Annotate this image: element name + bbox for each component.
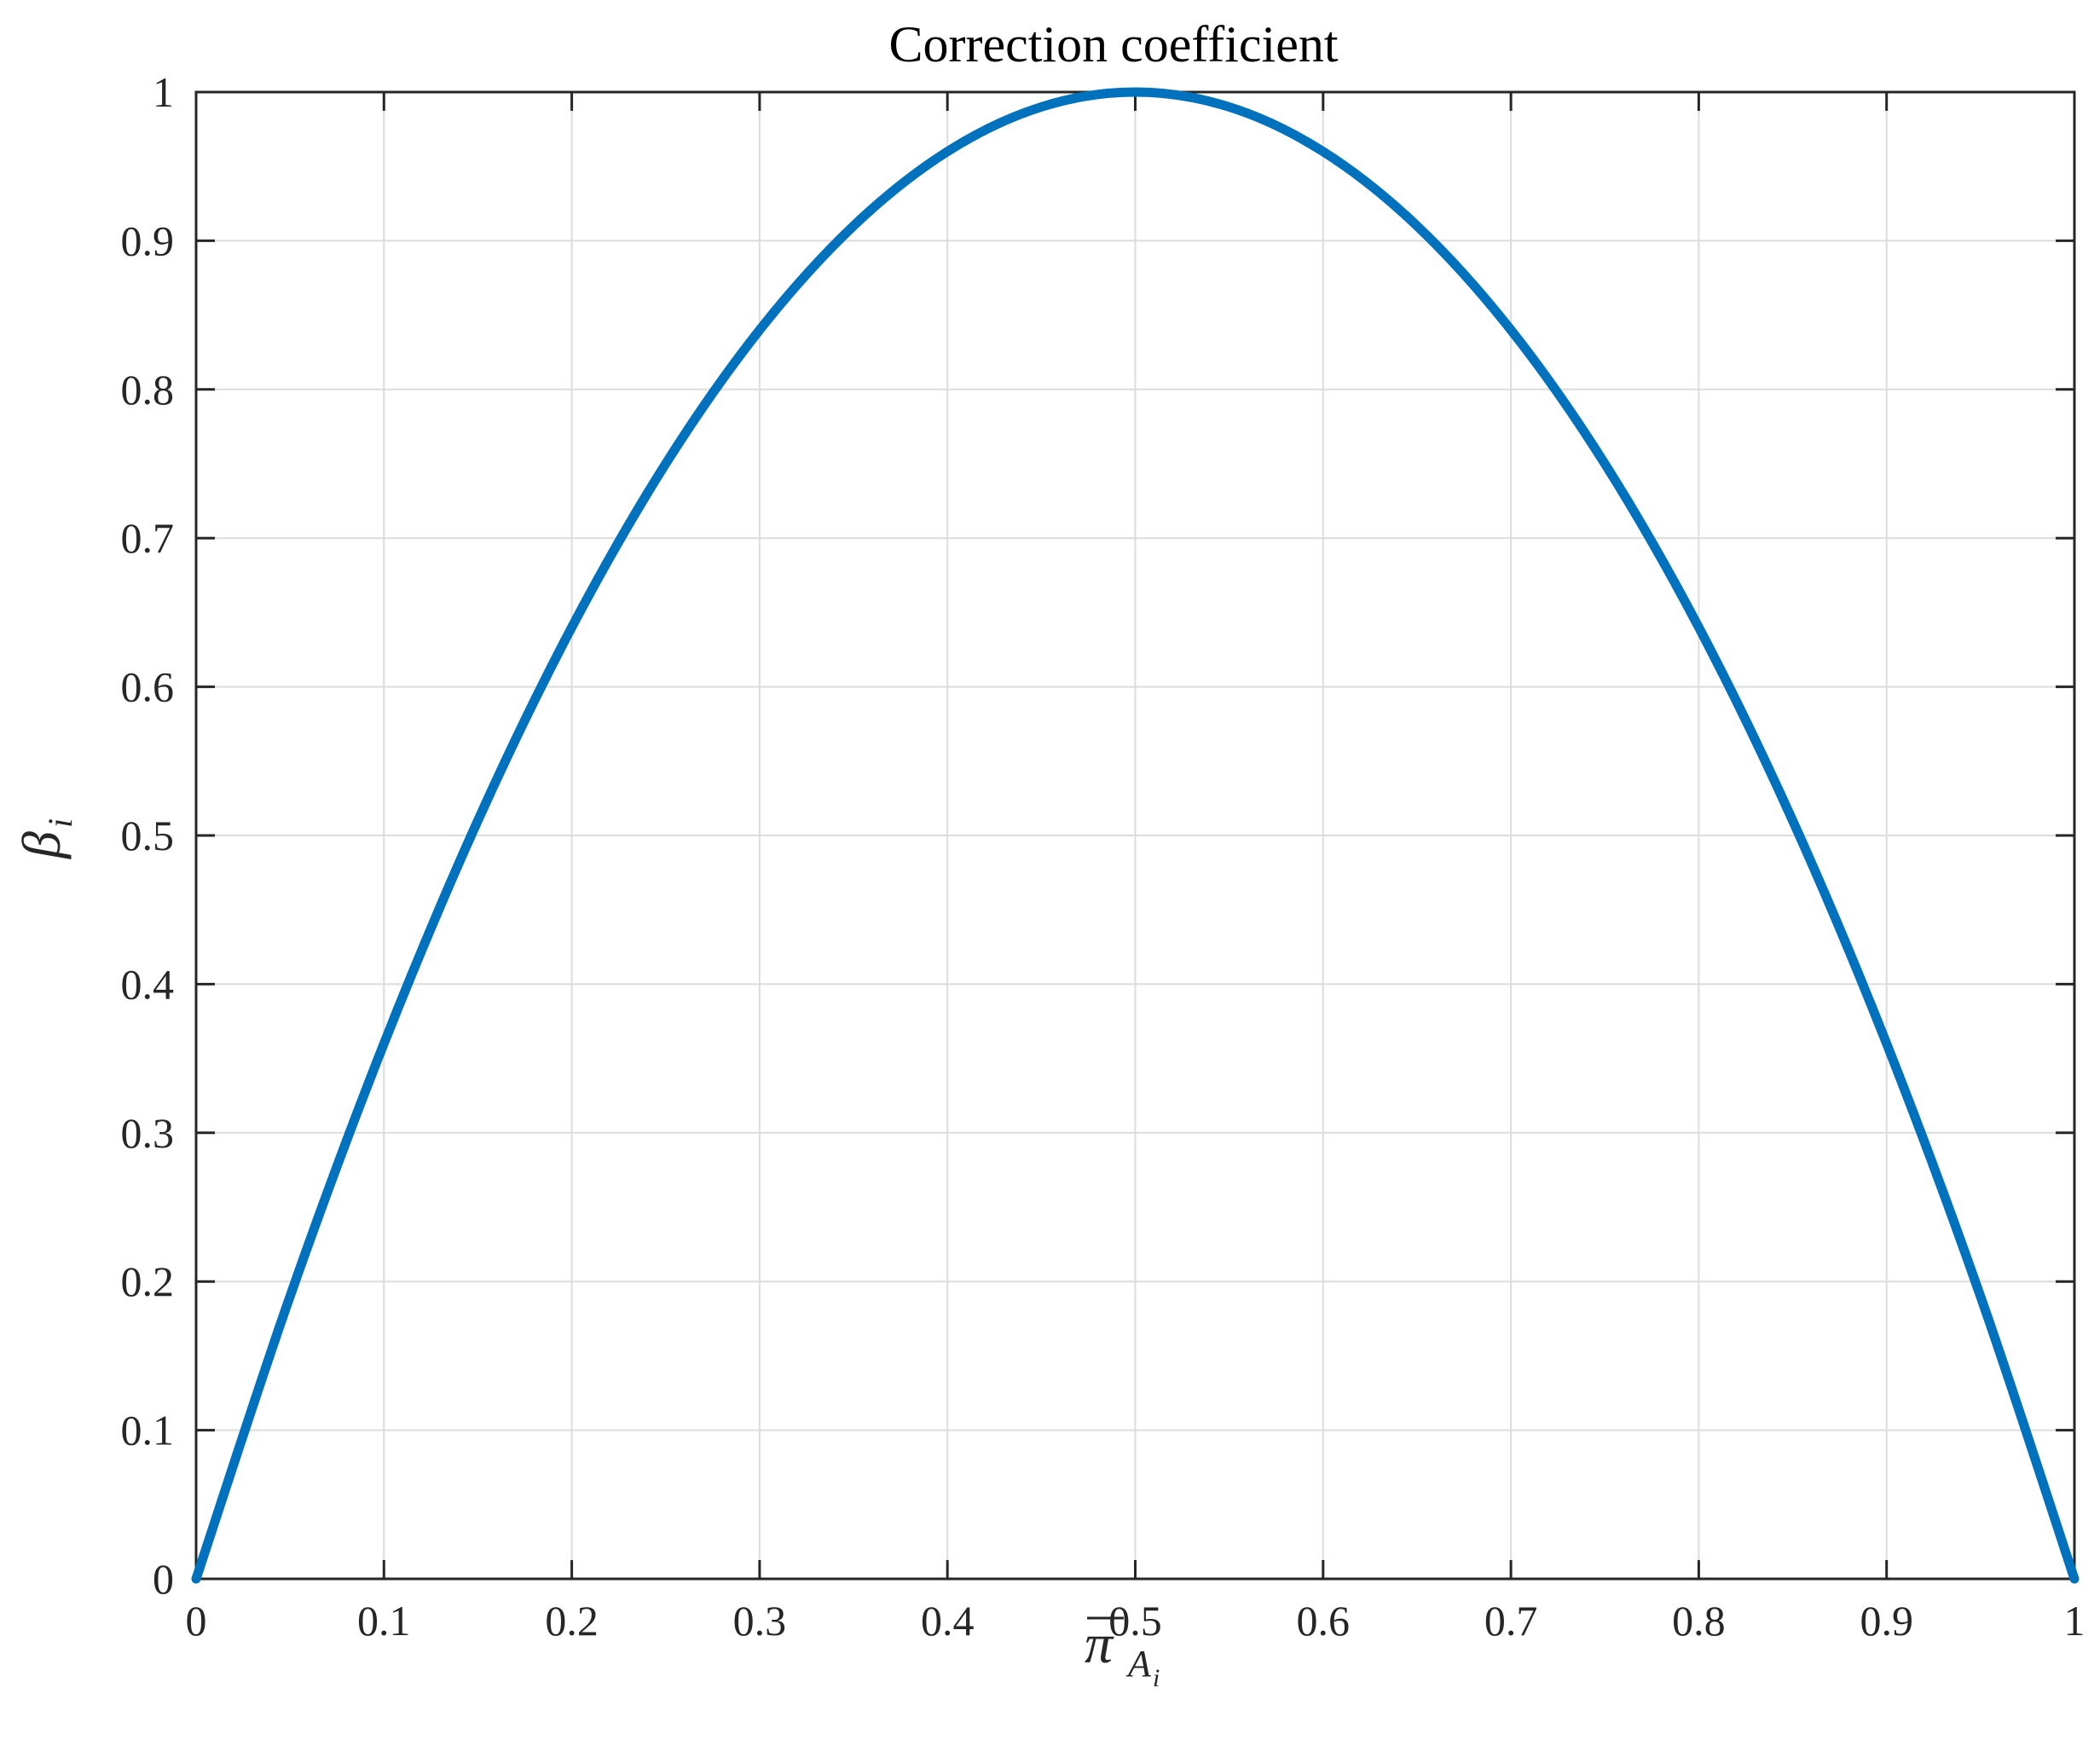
- x-axis-label-subsubscript: i: [1153, 1664, 1160, 1692]
- y-axis-label-subscript: i: [41, 818, 79, 828]
- y-tick-label: 0.3: [121, 1109, 175, 1157]
- x-tick-label: 0.8: [1672, 1597, 1726, 1645]
- y-tick-label: 0.5: [121, 812, 175, 859]
- x-tick-label: 1: [2064, 1597, 2086, 1645]
- y-tick-label: 0.1: [121, 1407, 175, 1454]
- y-tick-label: 0.2: [121, 1257, 175, 1305]
- x-axis-label-symbol: π: [1085, 1613, 1114, 1675]
- y-tick-label: 0.4: [121, 960, 175, 1008]
- x-tick-label: 0.4: [921, 1597, 975, 1645]
- x-tick-label: 0.6: [1297, 1597, 1351, 1645]
- x-axis-label-subscript: A: [1125, 1643, 1152, 1685]
- x-tick-label: 0.5: [1108, 1597, 1162, 1645]
- x-tick-label: 0.3: [733, 1597, 787, 1645]
- x-tick-label: 0.7: [1484, 1597, 1538, 1645]
- x-tick-label: 0.9: [1860, 1597, 1913, 1645]
- y-tick-label: 0: [153, 1555, 174, 1603]
- x-tick-labels: 0 0.1 0.2 0.3 0.4 0.5 0.6 0.7 0.8 0.9 1: [186, 1597, 2086, 1645]
- y-axis-label: β i: [11, 818, 79, 860]
- y-tick-labels: 0 0.1 0.2 0.3 0.4 0.5 0.6 0.7 0.8 0.9 1: [121, 68, 175, 1603]
- x-tick-label: 0.1: [357, 1597, 411, 1645]
- y-tick-label: 1: [153, 68, 174, 116]
- axis-ticks: [194, 90, 2076, 1581]
- y-tick-label: 0.6: [121, 663, 175, 711]
- x-axis-label: π A i: [1085, 1613, 1160, 1692]
- x-tick-label: 0.2: [545, 1597, 599, 1645]
- y-tick-label: 0.9: [121, 217, 175, 264]
- y-axis-label-symbol: β: [11, 831, 72, 860]
- chart-title: Correction coefficient: [889, 16, 1339, 72]
- y-tick-label: 0.8: [121, 366, 175, 413]
- x-tick-label: 0: [186, 1597, 207, 1645]
- y-tick-label: 0.7: [121, 514, 175, 562]
- series-line: [191, 87, 2080, 1584]
